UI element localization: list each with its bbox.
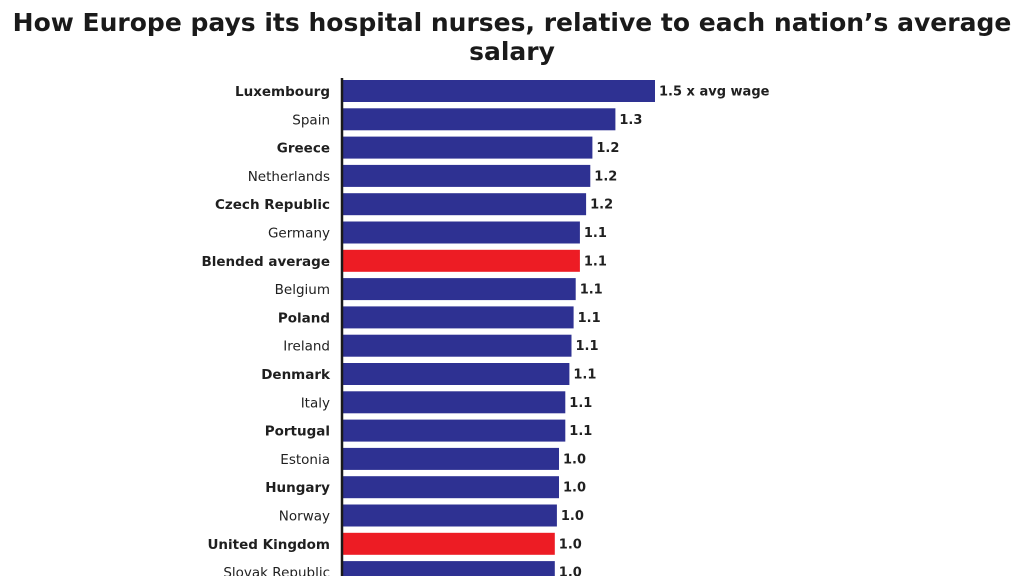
value-label: 1.2 <box>590 198 613 213</box>
bar-spain <box>342 108 616 131</box>
category-label: Spain <box>292 112 330 128</box>
category-label: Italy <box>301 395 330 411</box>
bar-luxembourg <box>342 80 655 102</box>
value-label: 1.1 <box>569 424 592 439</box>
value-label: 1.1 <box>584 254 607 269</box>
category-label: Greece <box>277 141 330 157</box>
category-label: Luxembourg <box>235 84 330 100</box>
bar-poland <box>342 306 574 329</box>
value-label: 1.3 <box>619 113 642 128</box>
bar-blended-average <box>342 249 580 272</box>
category-label: Netherlands <box>248 169 330 185</box>
category-label: Blended average <box>201 254 330 270</box>
bar-denmark <box>342 363 570 385</box>
category-label: Slovak Republic <box>223 565 330 576</box>
value-label: 1.0 <box>563 452 586 467</box>
bar-estonia <box>342 447 559 470</box>
bar-belgium <box>342 278 576 301</box>
value-label: 1.5 x avg wage <box>659 85 770 100</box>
category-label: Norway <box>279 509 330 525</box>
bar-greece <box>342 136 593 159</box>
category-label: Denmark <box>261 367 331 383</box>
bar-united-kingdom <box>342 532 555 555</box>
value-label: 1.2 <box>596 141 619 156</box>
category-label: Belgium <box>275 282 330 298</box>
value-label: 1.1 <box>569 396 592 411</box>
value-label: 1.0 <box>563 481 586 496</box>
value-label: 1.1 <box>584 226 607 241</box>
bar-czech-republic <box>342 193 587 216</box>
value-label: 1.0 <box>559 537 582 552</box>
bar-ireland <box>342 334 572 357</box>
bar-slovak-republic <box>342 561 555 576</box>
category-label: United Kingdom <box>207 537 330 553</box>
category-label: Germany <box>268 226 330 242</box>
value-label: 1.0 <box>561 509 584 524</box>
value-label: 1.0 <box>559 566 582 576</box>
value-label: 1.1 <box>576 339 599 354</box>
value-label: 1.2 <box>594 169 617 184</box>
category-label: Hungary <box>265 480 330 496</box>
value-label: 1.1 <box>580 283 603 298</box>
chart-title: How Europe pays its hospital nurses, rel… <box>12 8 1012 66</box>
category-label: Estonia <box>280 452 330 468</box>
category-label: Portugal <box>265 424 330 440</box>
bars-layer: Luxembourg 1.5 x avg wage Spain 1.3 Greece 1.… <box>201 80 770 576</box>
bar-portugal <box>342 419 566 442</box>
bar-norway <box>342 504 557 527</box>
category-label: Ireland <box>283 339 330 355</box>
value-label: 1.1 <box>578 311 601 326</box>
category-label: Poland <box>278 310 330 326</box>
value-label: 1.1 <box>573 368 596 383</box>
category-label: Czech Republic <box>215 197 330 213</box>
bar-netherlands <box>342 164 591 187</box>
bar-hungary <box>342 476 559 499</box>
bar-germany <box>342 221 580 244</box>
bar-italy <box>342 391 566 414</box>
